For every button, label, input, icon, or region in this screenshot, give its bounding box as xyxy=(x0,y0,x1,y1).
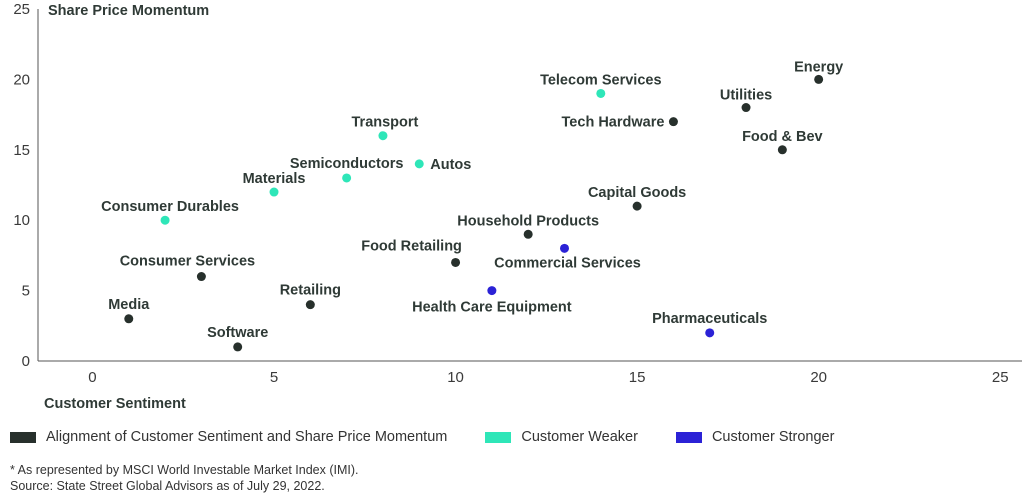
y-axis-title: Share Price Momentum xyxy=(48,3,209,19)
data-point xyxy=(269,187,279,197)
data-label: Retailing xyxy=(280,283,341,299)
legend-swatch xyxy=(485,431,512,443)
data-label: Materials xyxy=(243,171,306,187)
footnote-source: Source: State Street Global Advisors as … xyxy=(10,479,325,493)
data-point xyxy=(196,272,206,282)
legend-swatch xyxy=(10,431,36,443)
x-tick-label: 15 xyxy=(629,369,646,386)
legend-label: Alignment of Customer Sentiment and Shar… xyxy=(46,429,448,445)
data-label: Software xyxy=(207,325,268,341)
data-point xyxy=(632,201,642,211)
y-tick-label: 5 xyxy=(22,283,30,300)
data-point xyxy=(305,300,315,310)
x-axis-title: Customer Sentiment xyxy=(44,396,186,412)
y-axis-ticks: 0 5 10 15 20 25 xyxy=(13,1,30,370)
data-point xyxy=(451,257,461,267)
data-label: Capital Goods xyxy=(588,185,686,201)
x-tick-label: 20 xyxy=(810,369,827,386)
x-tick-label: 10 xyxy=(447,369,464,386)
data-point xyxy=(378,131,388,141)
x-tick-label: 5 xyxy=(270,369,278,386)
data-label: Transport xyxy=(352,115,419,131)
data-label: Pharmaceuticals xyxy=(652,311,767,327)
data-point xyxy=(668,117,678,127)
legend-item-customer-stronger: Customer Stronger xyxy=(675,429,835,445)
data-label: Semiconductors xyxy=(290,156,404,172)
data-point xyxy=(559,243,569,253)
data-labels: Energy Utilities Tech Hardware Food & Bev Ca… xyxy=(101,59,843,341)
legend: Alignment of Customer Sentiment and Shar… xyxy=(10,428,872,446)
x-tick-label: 25 xyxy=(992,369,1009,386)
data-point xyxy=(705,328,715,338)
data-point xyxy=(414,159,424,169)
data-point xyxy=(124,314,134,324)
y-tick-label: 0 xyxy=(22,353,30,370)
legend-label: Customer Stronger xyxy=(711,429,835,445)
legend-label: Customer Weaker xyxy=(521,429,638,445)
data-label: Consumer Durables xyxy=(101,199,239,215)
data-point xyxy=(741,103,751,113)
data-point xyxy=(596,88,606,98)
scatter-chart: 0 5 10 15 20 25 0 5 10 15 20 25 Share Price Moment… xyxy=(13,1,1022,412)
data-label: Utilities xyxy=(720,88,772,104)
data-label: Consumer Services xyxy=(120,254,255,270)
data-label: Household Products xyxy=(457,213,599,229)
data-label: Autos xyxy=(430,157,471,173)
footnote-index: * As represented by MSCI World Investabl… xyxy=(10,463,359,477)
y-tick-label: 15 xyxy=(13,142,30,159)
data-point xyxy=(233,342,243,352)
data-point xyxy=(487,286,497,296)
data-point xyxy=(814,74,824,84)
x-tick-label: 0 xyxy=(88,369,96,386)
data-label: Tech Hardware xyxy=(562,115,665,131)
data-label: Energy xyxy=(794,59,843,75)
data-point xyxy=(777,145,787,155)
data-points xyxy=(124,74,824,352)
data-point xyxy=(523,229,533,239)
y-tick-label: 10 xyxy=(13,212,30,229)
data-point xyxy=(342,173,352,183)
data-label: Telecom Services xyxy=(540,72,661,88)
data-point xyxy=(160,215,170,225)
y-tick-label: 25 xyxy=(13,1,30,18)
data-label: Health Care Equipment xyxy=(412,300,572,316)
data-label: Commercial Services xyxy=(494,255,641,271)
data-label: Food Retailing xyxy=(361,238,462,254)
data-label: Media xyxy=(108,297,150,313)
legend-item-alignment: Alignment of Customer Sentiment and Shar… xyxy=(10,429,447,445)
x-axis-ticks: 0 5 10 15 20 25 xyxy=(88,369,1008,386)
legend-swatch xyxy=(675,431,702,443)
footnotes: * As represented by MSCI World Investabl… xyxy=(10,462,359,494)
legend-item-customer-weaker: Customer Weaker xyxy=(485,429,638,445)
data-label: Food & Bev xyxy=(742,129,823,145)
y-tick-label: 20 xyxy=(13,71,30,88)
